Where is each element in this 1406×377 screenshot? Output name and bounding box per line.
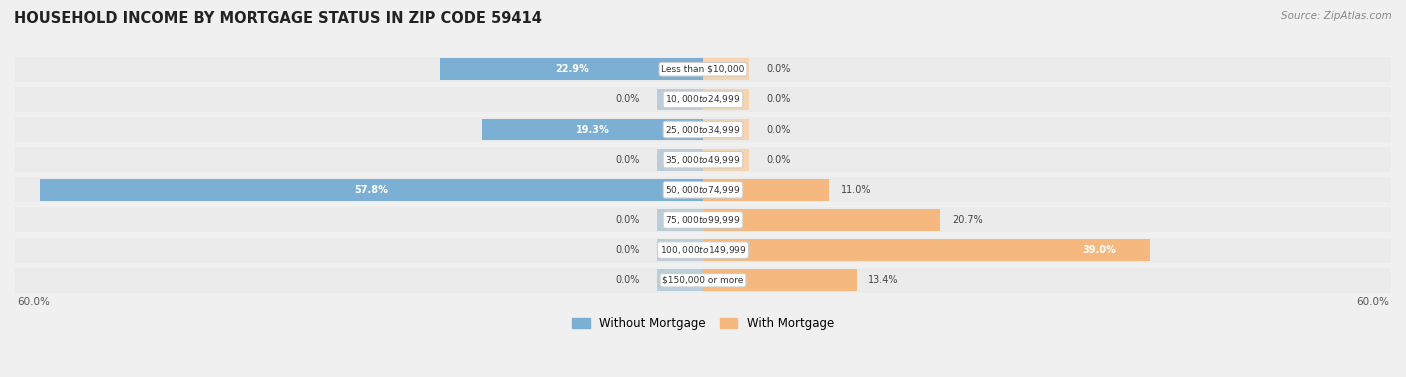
Text: 19.3%: 19.3% xyxy=(575,124,609,135)
Text: 20.7%: 20.7% xyxy=(952,215,983,225)
Text: $75,000 to $99,999: $75,000 to $99,999 xyxy=(665,214,741,226)
Bar xyxy=(41,179,703,201)
Bar xyxy=(15,238,1391,262)
Text: 22.9%: 22.9% xyxy=(555,64,589,74)
Bar xyxy=(703,239,1150,261)
Bar xyxy=(15,87,1391,112)
Bar xyxy=(703,89,749,110)
Text: $10,000 to $24,999: $10,000 to $24,999 xyxy=(665,93,741,106)
Bar xyxy=(657,270,703,291)
Bar xyxy=(15,268,1391,293)
Text: 0.0%: 0.0% xyxy=(766,64,790,74)
Bar xyxy=(703,58,749,80)
Bar xyxy=(15,207,1391,233)
Text: 13.4%: 13.4% xyxy=(868,275,898,285)
Bar xyxy=(15,117,1391,142)
Text: $25,000 to $34,999: $25,000 to $34,999 xyxy=(665,124,741,136)
Text: $35,000 to $49,999: $35,000 to $49,999 xyxy=(665,154,741,166)
Bar xyxy=(482,119,703,140)
Bar xyxy=(15,57,1391,82)
Bar xyxy=(440,58,703,80)
Bar xyxy=(703,209,941,231)
Bar xyxy=(657,209,703,231)
Bar xyxy=(657,89,703,110)
Bar xyxy=(657,239,703,261)
Bar xyxy=(703,270,856,291)
Text: 0.0%: 0.0% xyxy=(616,215,640,225)
Text: HOUSEHOLD INCOME BY MORTGAGE STATUS IN ZIP CODE 59414: HOUSEHOLD INCOME BY MORTGAGE STATUS IN Z… xyxy=(14,11,541,26)
Bar xyxy=(703,149,749,170)
Bar xyxy=(15,147,1391,172)
Text: 60.0%: 60.0% xyxy=(1355,297,1389,307)
Text: $50,000 to $74,999: $50,000 to $74,999 xyxy=(665,184,741,196)
Text: 0.0%: 0.0% xyxy=(616,245,640,255)
Text: 60.0%: 60.0% xyxy=(17,297,51,307)
Text: Less than $10,000: Less than $10,000 xyxy=(661,65,745,74)
Legend: Without Mortgage, With Mortgage: Without Mortgage, With Mortgage xyxy=(567,313,839,335)
Text: $100,000 to $149,999: $100,000 to $149,999 xyxy=(659,244,747,256)
Text: 0.0%: 0.0% xyxy=(766,124,790,135)
Text: 0.0%: 0.0% xyxy=(616,94,640,104)
Text: 39.0%: 39.0% xyxy=(1083,245,1116,255)
Text: 0.0%: 0.0% xyxy=(766,94,790,104)
Text: 0.0%: 0.0% xyxy=(616,275,640,285)
Bar xyxy=(703,179,830,201)
Text: 0.0%: 0.0% xyxy=(766,155,790,165)
Bar xyxy=(15,177,1391,202)
Text: $150,000 or more: $150,000 or more xyxy=(662,276,744,285)
Text: 11.0%: 11.0% xyxy=(841,185,872,195)
Bar xyxy=(657,149,703,170)
Text: 0.0%: 0.0% xyxy=(616,155,640,165)
Text: Source: ZipAtlas.com: Source: ZipAtlas.com xyxy=(1281,11,1392,21)
Bar xyxy=(703,119,749,140)
Text: 57.8%: 57.8% xyxy=(354,185,388,195)
